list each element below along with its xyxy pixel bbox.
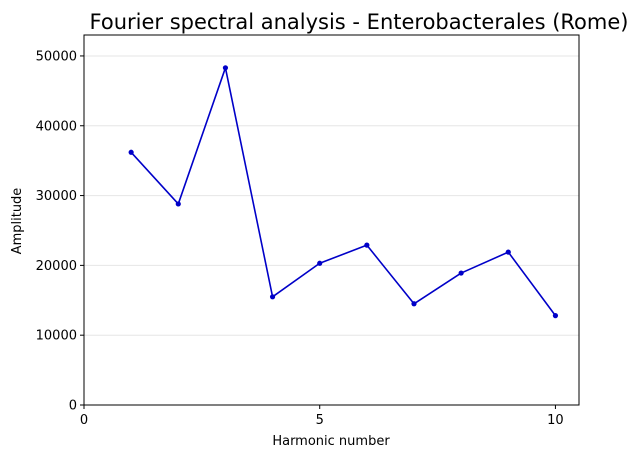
data-point [411,301,417,307]
x-tick-label: 5 [316,413,324,428]
y-tick-label: 20000 [36,259,77,274]
data-point [505,249,511,255]
y-tick-label: 10000 [36,329,77,344]
y-tick-label: 50000 [36,49,77,64]
y-axis-label: Amplitude [10,188,25,255]
y-tick-label: 30000 [36,189,77,204]
grid-lines [84,55,579,336]
series-layer [128,65,559,319]
data-point [317,260,323,266]
y-tick-label: 0 [69,399,77,414]
data-point [552,313,559,319]
data-point [175,201,181,207]
y-axis: 0 10000 20000 30000 40000 50000 [36,49,84,414]
y-tick-label: 40000 [36,119,77,134]
x-tick-label: 10 [547,413,564,428]
data-point [128,149,134,155]
plot-frame [83,34,580,406]
data-point [364,242,370,248]
series-line [130,67,557,317]
x-axis: 0 5 10 [80,405,564,428]
data-point [222,65,229,71]
data-point [458,270,464,276]
chart-title: Fourier spectral analysis - Enterobacter… [90,10,629,34]
data-point [269,294,276,300]
x-axis-label: Harmonic number [272,434,390,449]
x-tick-label: 0 [80,413,88,428]
